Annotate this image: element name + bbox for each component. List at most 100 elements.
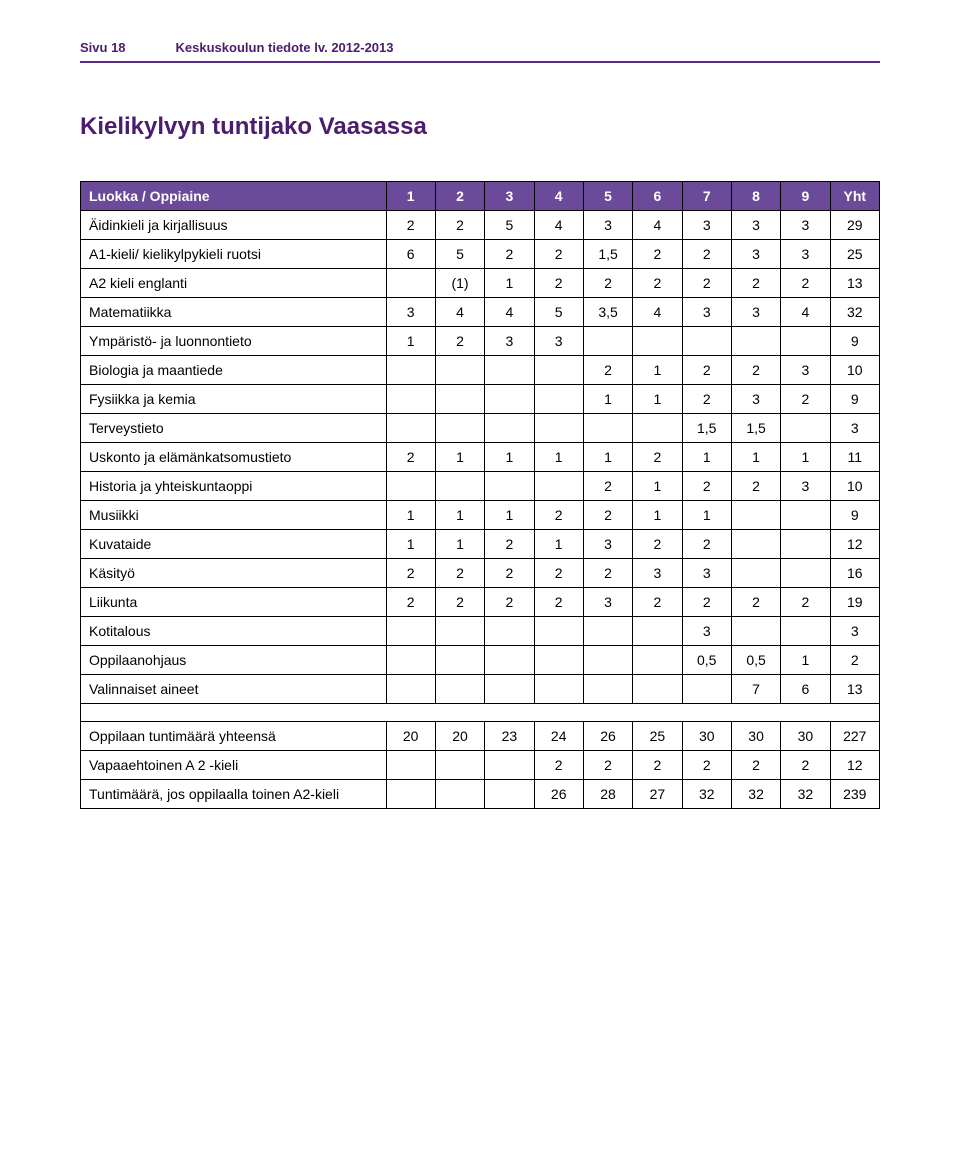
table-body: Äidinkieli ja kirjallisuus22543433329A1-… [81,211,880,704]
cell: 2 [386,443,435,472]
cell: 1 [583,385,632,414]
cell: 1 [435,501,484,530]
row-label: Biologia ja maantiede [81,356,387,385]
cell: 32 [731,780,780,809]
cell: 4 [781,298,830,327]
row-label: Musiikki [81,501,387,530]
cell: 1 [633,501,682,530]
cell: 1 [633,472,682,501]
cell [781,530,830,559]
cell [682,327,731,356]
cell: 19 [830,588,879,617]
cell: 1 [435,530,484,559]
cell: 0,5 [731,646,780,675]
cell: 2 [781,385,830,414]
cell: 9 [830,501,879,530]
table-summary-body: Oppilaan tuntimäärä yhteensä202023242625… [81,722,880,809]
table-row: A2 kieli englanti(1)122222213 [81,269,880,298]
table-row: Oppilaanohjaus0,50,512 [81,646,880,675]
cell: 25 [633,722,682,751]
cell: 4 [633,211,682,240]
cell: 27 [633,780,682,809]
cell [485,751,534,780]
table-row: Uskonto ja elämänkatsomustieto2111121111… [81,443,880,472]
cell: 4 [534,211,583,240]
cell: 3 [781,356,830,385]
cell [386,472,435,501]
row-label: Kotitalous [81,617,387,646]
cell: 3 [731,240,780,269]
cell: 30 [781,722,830,751]
cell: 2 [682,356,731,385]
cell [386,780,435,809]
cell: 4 [485,298,534,327]
cell [583,327,632,356]
cell: 2 [534,269,583,298]
cell: 1 [583,443,632,472]
cell [386,751,435,780]
cell: 2 [633,443,682,472]
cell: 2 [731,269,780,298]
col-header: 5 [583,182,632,211]
cell [731,559,780,588]
col-header: 9 [781,182,830,211]
table-row: Kuvataide112132212 [81,530,880,559]
table-row: Fysiikka ja kemia112329 [81,385,880,414]
cell: 13 [830,675,879,704]
row-label: Ympäristö- ja luonnontieto [81,327,387,356]
page: Sivu 18 Keskuskoulun tiedote lv. 2012-20… [0,0,960,869]
cell [633,675,682,704]
cell: 2 [583,472,632,501]
cell: 2 [682,269,731,298]
table-header-row: Luokka / Oppiaine 1 2 3 4 5 6 7 8 9 Yht [81,182,880,211]
cell: 11 [830,443,879,472]
row-label: Käsityö [81,559,387,588]
cell [534,356,583,385]
cell: 2 [386,211,435,240]
cell: 3 [731,211,780,240]
cell: 1 [633,356,682,385]
cell: 2 [830,646,879,675]
cell: 3 [583,211,632,240]
col-header: 7 [682,182,731,211]
cell [485,385,534,414]
cell: 2 [682,530,731,559]
table-row: Liikunta22223222219 [81,588,880,617]
cell: 25 [830,240,879,269]
cell: 2 [682,751,731,780]
cell [534,675,583,704]
cell [435,751,484,780]
row-label: Tuntimäärä, jos oppilaalla toinen A2-kie… [81,780,387,809]
cell [781,414,830,443]
page-header: Sivu 18 Keskuskoulun tiedote lv. 2012-20… [80,40,880,63]
table-row: Ympäristö- ja luonnontieto12339 [81,327,880,356]
col-header: 4 [534,182,583,211]
cell: 2 [485,588,534,617]
cell: 29 [830,211,879,240]
cell: 2 [386,559,435,588]
cell: 1,5 [731,414,780,443]
cell: 3 [781,240,830,269]
cell: 23 [485,722,534,751]
cell [386,646,435,675]
cell: 2 [485,530,534,559]
row-label: A1-kieli/ kielikylpykieli ruotsi [81,240,387,269]
cell: 3 [830,414,879,443]
cell: 2 [583,751,632,780]
cell: 2 [781,269,830,298]
cell: 2 [435,211,484,240]
cell: 2 [534,559,583,588]
row-label: Historia ja yhteiskuntaoppi [81,472,387,501]
row-label: Vapaaehtoinen A 2 -kieli [81,751,387,780]
cell: 1 [386,327,435,356]
cell: 32 [682,780,731,809]
row-label: Äidinkieli ja kirjallisuus [81,211,387,240]
cell [633,327,682,356]
col-header: 1 [386,182,435,211]
col-header: 2 [435,182,484,211]
cell: 1 [534,530,583,559]
cell [435,675,484,704]
cell: 1 [633,385,682,414]
cell: 2 [583,559,632,588]
cell: 227 [830,722,879,751]
